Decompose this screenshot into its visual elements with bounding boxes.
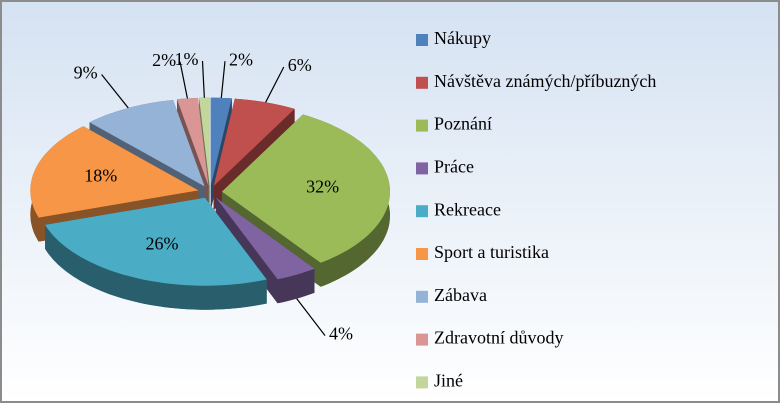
data-label: 9% [74,63,98,83]
legend-swatch [416,162,428,175]
leader-line [179,61,189,99]
legend-swatch [416,76,428,89]
legend-label: Poznání [434,114,492,134]
legend-label: Jiné [434,371,463,391]
data-label: 2% [229,49,253,69]
legend-label: Práce [434,157,474,177]
slice [177,97,209,186]
slice [215,197,315,280]
legend-swatch [416,119,428,132]
slice-side [45,224,267,310]
leader-line [265,66,285,103]
legend-swatch [416,205,428,218]
legend-label: Návštěva známých/příbuzných [434,71,656,91]
slice-side [277,268,315,304]
legend-label: Rekreace [434,199,501,219]
data-label: 26% [145,234,178,254]
data-label: 6% [288,55,312,75]
data-label: 32% [306,176,339,196]
data-label: 2% [152,50,176,70]
legend-label: Zábava [434,285,487,305]
data-label: 4% [329,324,353,344]
slice [222,114,390,263]
legend-swatch [416,333,428,346]
slice [213,98,295,186]
slice [30,126,199,218]
slice [210,97,232,186]
legend-swatch [416,376,428,389]
leader-line [201,60,205,98]
leader-line [296,298,326,336]
data-label: 18% [84,165,117,185]
legend-label: Zdravotní důvody [434,328,563,348]
slice [89,100,205,187]
legend-swatch [416,248,428,260]
pie: 2% 6%32%4%26%18%9%2%1% [30,49,390,344]
legend-label: Nákupy [434,28,491,48]
slice [199,97,210,186]
leader-line [101,74,129,109]
data-label: 1% [174,49,198,69]
legend-swatch [416,290,428,303]
legend: Nákupy Návštěva známých/příbuzných Poznání… [416,28,656,391]
slice [45,197,267,286]
leader-line [220,61,226,98]
legend-label: Sport a turistika [434,242,549,262]
legend-swatch [416,34,428,46]
